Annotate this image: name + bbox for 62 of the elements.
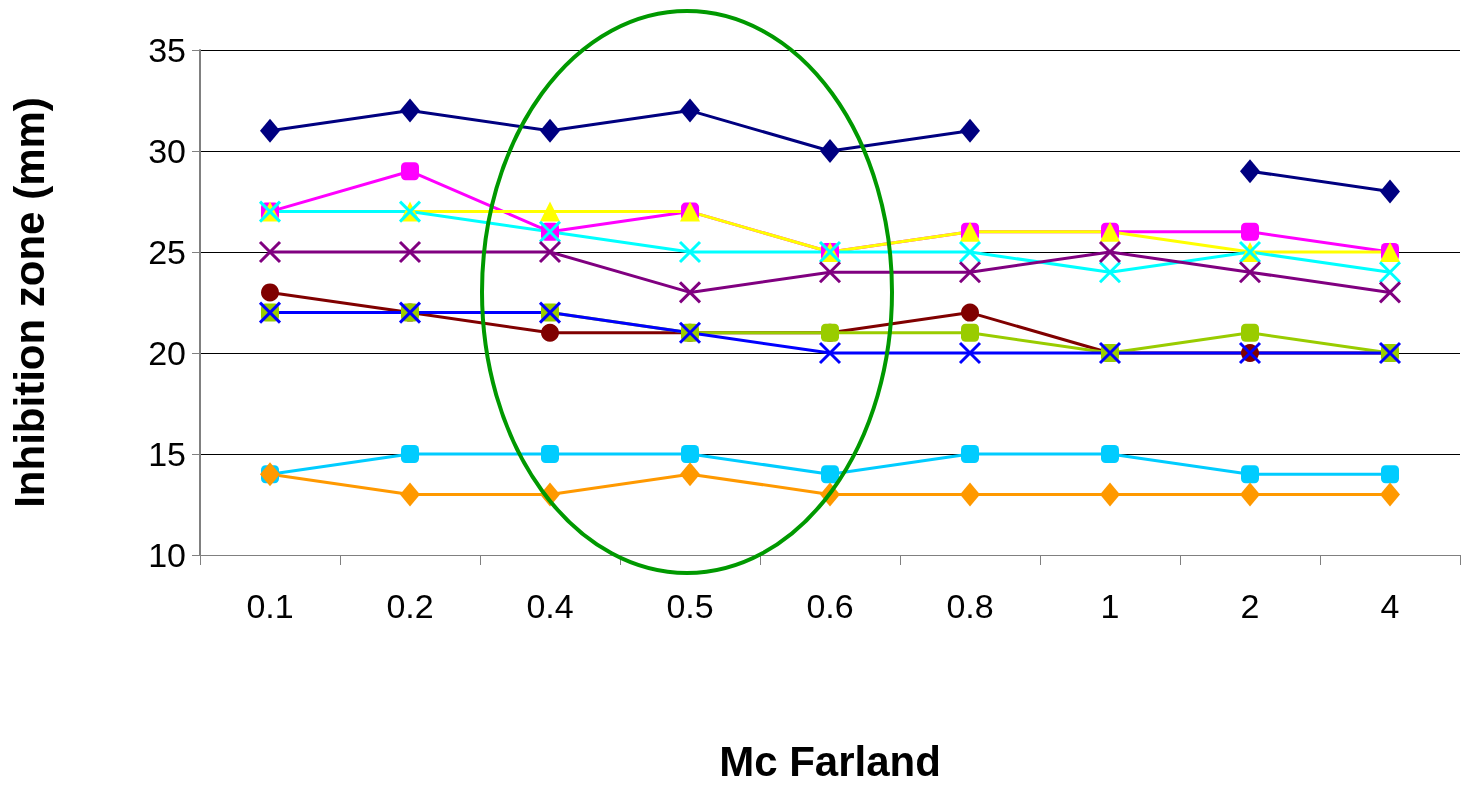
x-tick-label: 2 bbox=[1240, 587, 1260, 625]
point bbox=[821, 465, 839, 484]
point bbox=[678, 280, 702, 304]
point bbox=[960, 482, 980, 507]
point bbox=[1098, 260, 1122, 284]
point bbox=[960, 118, 980, 143]
x-tick-label: 0.1 bbox=[246, 587, 294, 625]
point bbox=[680, 98, 700, 123]
x-axis-title: Mc Farland bbox=[719, 737, 941, 785]
point bbox=[541, 445, 559, 463]
point bbox=[258, 240, 282, 264]
point bbox=[1098, 240, 1122, 264]
point bbox=[1240, 482, 1260, 507]
point bbox=[1378, 260, 1402, 284]
x-tick-label: 4 bbox=[1380, 587, 1400, 625]
x-tick-label: 0.4 bbox=[526, 587, 574, 625]
y-tick-label: 30 bbox=[148, 132, 186, 170]
point bbox=[541, 323, 559, 342]
point bbox=[820, 139, 840, 163]
point bbox=[1241, 323, 1259, 342]
y-tick-label: 15 bbox=[148, 435, 186, 473]
point bbox=[961, 323, 979, 342]
point bbox=[961, 445, 979, 463]
point bbox=[958, 341, 982, 365]
point bbox=[1241, 465, 1259, 484]
point bbox=[1381, 465, 1399, 484]
point bbox=[958, 240, 982, 264]
point bbox=[681, 445, 699, 463]
point bbox=[680, 462, 700, 487]
point bbox=[961, 303, 979, 322]
point bbox=[1380, 179, 1400, 204]
x-tick-label: 0.2 bbox=[386, 587, 434, 625]
point bbox=[1380, 482, 1400, 507]
point bbox=[540, 118, 560, 143]
x-tick-label: 0.8 bbox=[946, 587, 994, 625]
point bbox=[1241, 222, 1259, 241]
point bbox=[818, 341, 842, 365]
point bbox=[538, 240, 562, 264]
point bbox=[400, 98, 420, 123]
x-tick-label: 0.5 bbox=[666, 587, 714, 625]
point bbox=[1240, 159, 1260, 184]
point bbox=[261, 283, 279, 302]
point bbox=[1101, 445, 1119, 463]
point bbox=[958, 260, 982, 284]
point bbox=[818, 260, 842, 284]
y-tick-label: 10 bbox=[148, 536, 186, 574]
point bbox=[398, 240, 422, 264]
y-axis-title: Inhibition zone (mm) bbox=[5, 97, 53, 508]
x-tick-label: 1 bbox=[1100, 587, 1120, 625]
point bbox=[400, 482, 420, 507]
point bbox=[260, 118, 280, 143]
y-tick-label: 35 bbox=[148, 31, 186, 69]
point bbox=[401, 445, 419, 463]
point bbox=[1100, 482, 1120, 507]
point bbox=[540, 201, 560, 222]
point bbox=[678, 240, 702, 264]
y-tick-label: 25 bbox=[148, 233, 186, 271]
y-tick-label: 20 bbox=[148, 334, 186, 372]
point bbox=[1238, 260, 1262, 284]
point bbox=[1378, 280, 1402, 304]
x-tick-label: 0.6 bbox=[806, 587, 854, 625]
point bbox=[401, 162, 419, 181]
